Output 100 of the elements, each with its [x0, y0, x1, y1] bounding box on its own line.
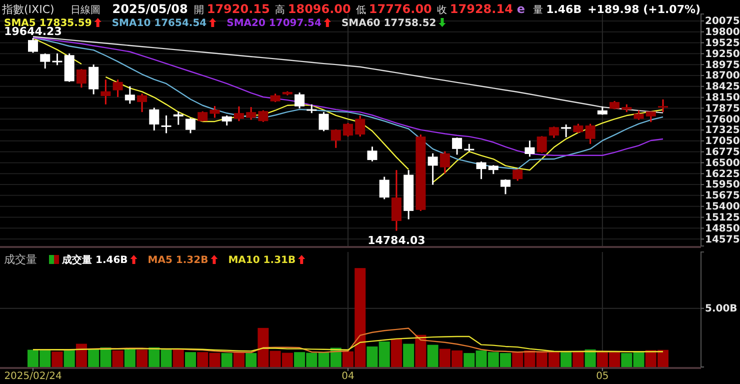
candlestick [112, 78, 123, 98]
annotation: 量 [533, 5, 544, 16]
candlestick [137, 92, 148, 113]
candlestick [476, 160, 486, 180]
y-tick-label: 19800 [705, 27, 740, 38]
annotation: 17928.14 [450, 2, 513, 16]
candlestick [318, 111, 329, 132]
y-tick-label: 17050 [705, 136, 740, 148]
bar [427, 344, 438, 367]
x-tick-label: 05 [596, 371, 609, 382]
candlestick [367, 146, 378, 162]
text: MA5 1.32B [148, 255, 208, 266]
x-tick-label: 04 [342, 371, 354, 382]
y-tick-label: 17325 [705, 125, 740, 136]
text: SMA10 17654.54 [112, 18, 207, 29]
annotation: 17920.15 [206, 2, 270, 16]
y-tick-label: 18700 [705, 70, 740, 82]
bar [136, 350, 148, 367]
candlestick [379, 176, 390, 200]
candlestick [149, 106, 160, 132]
candlestick [634, 110, 644, 121]
bar [172, 349, 184, 367]
candlestick [585, 123, 596, 145]
text: MA10 1.31B [228, 255, 296, 266]
chart-subtitle: 日線圖 [70, 5, 100, 16]
bar [390, 338, 402, 367]
y-tick-label: 20075 [705, 16, 740, 28]
annotation: 開 [194, 5, 204, 16]
candlestick [234, 106, 244, 122]
candlestick [561, 124, 572, 138]
candlestick [343, 122, 353, 138]
bar [560, 352, 572, 367]
y-tick-label: 15950 [705, 180, 740, 191]
candlestick [186, 117, 196, 134]
annotation: 2025/05/08 [112, 2, 188, 16]
y-tick-label: 16500 [705, 158, 740, 169]
candlestick [222, 114, 232, 126]
chart-title: 成交量 [4, 253, 37, 266]
y-tick-label: 19250 [705, 48, 740, 60]
y-tick-label: 5.00B [705, 304, 738, 315]
annotation: 1.46B [546, 3, 582, 16]
y-tick-label: 18975 [705, 60, 740, 71]
annotation: 高 [274, 4, 285, 16]
candlestick [161, 114, 172, 134]
candlestick [258, 110, 268, 123]
annotation: 低 [356, 5, 366, 16]
legend-label: 成交量 1.46B [61, 254, 128, 266]
y-tick-label: 15125 [705, 212, 740, 224]
y-tick-label: 17875 [705, 103, 740, 114]
bar [221, 353, 232, 367]
y-tick-label: 14850 [705, 223, 740, 234]
text: SMA60 17758.52 [341, 18, 436, 29]
candlestick [512, 168, 523, 182]
text: SMA20 17097.54 [226, 18, 322, 29]
annotation: e [516, 2, 526, 16]
candlestick [294, 92, 305, 110]
bar [52, 352, 63, 367]
annotation: 17776.00 [368, 2, 432, 16]
candlestick [198, 110, 208, 122]
candlestick [355, 114, 366, 138]
candlestick [246, 106, 256, 121]
candlestick [52, 52, 62, 66]
candlestick [76, 68, 86, 88]
bar [76, 344, 87, 367]
candlestick [500, 178, 510, 195]
y-tick-label: 18150 [705, 92, 740, 104]
y-tick-label: 16775 [705, 147, 740, 158]
annotation: 19644.23 [4, 25, 62, 38]
bar [584, 349, 596, 367]
y-tick-label: 15675 [705, 190, 740, 202]
candlestick [88, 64, 99, 96]
candlestick [100, 78, 111, 106]
chart-title: 指數(IXIC) [1, 3, 54, 16]
bar [124, 349, 136, 367]
x-tick-label: 2025/02/24 [4, 371, 62, 382]
bar [112, 350, 124, 367]
candlestick [28, 37, 38, 54]
bar [233, 352, 244, 367]
annotation: +189.98 (+1.07%) [588, 3, 701, 16]
annotation: 14784.03 [368, 234, 426, 247]
y-tick-label: 18425 [705, 82, 740, 93]
candlestick [536, 135, 547, 154]
bar [246, 353, 257, 367]
bar [572, 351, 584, 367]
candlestick [210, 105, 220, 119]
candlestick [524, 140, 535, 158]
y-tick-label: 14575 [705, 234, 740, 246]
bar [415, 334, 426, 367]
candlestick [658, 98, 668, 113]
y-tick-label: 16225 [705, 168, 740, 180]
candlestick [548, 126, 559, 139]
annotation: 18096.00 [288, 2, 351, 16]
candlestick [573, 123, 584, 134]
y-tick-label: 15400 [705, 202, 740, 213]
candlestick [428, 152, 438, 186]
bar [403, 344, 414, 367]
candlestick [330, 128, 341, 149]
candlestick [391, 169, 402, 232]
annotation: 收 [436, 5, 447, 16]
candlestick [124, 86, 135, 104]
